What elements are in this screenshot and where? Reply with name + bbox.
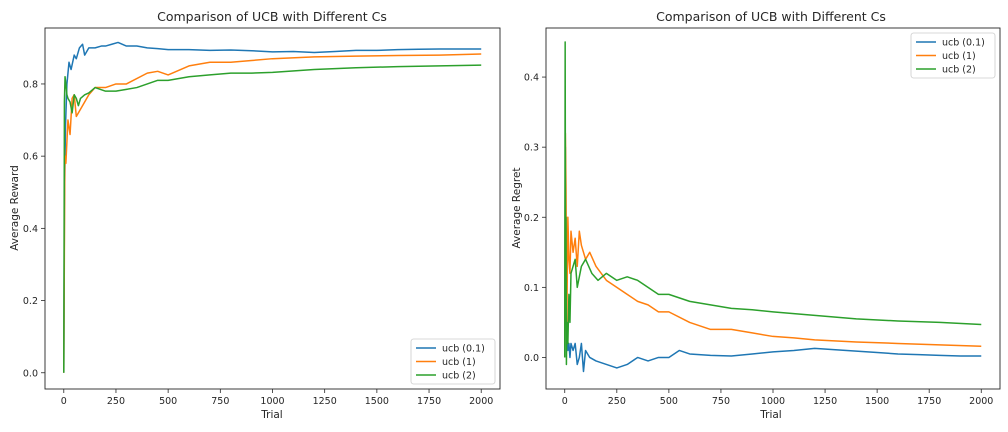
legend-label: ucb (0.1): [442, 344, 485, 355]
y-tick-label: 0.8: [23, 79, 38, 90]
x-tick-label: 0: [562, 396, 568, 407]
y-tick-label: 0.0: [524, 353, 539, 364]
x-tick-label: 250: [608, 396, 626, 407]
chart-title: Comparison of UCB with Different Cs: [656, 9, 886, 24]
series-line-1: [63, 53, 482, 373]
legend: ucb (0.1) ucb (1) ucb (2): [910, 32, 996, 79]
chart-title: Comparison of UCB with Different Cs: [157, 9, 387, 24]
series-line-1: [563, 132, 982, 358]
y-tick-label: 0.2: [23, 296, 38, 307]
x-tick-label: 750: [712, 396, 730, 407]
x-tick-label: 0: [61, 396, 67, 407]
plot-frame: [44, 27, 501, 390]
x-tick-label: 2000: [469, 396, 493, 407]
y-axis-label: Average Reward: [9, 165, 21, 251]
reward-chart: Comparison of UCB with Different Cs 0 250…: [9, 9, 501, 421]
x-tick-label: 1750: [917, 396, 941, 407]
plot-frame: [545, 27, 1001, 390]
y-tick-label: 0.1: [524, 283, 539, 294]
y-tick-label: 0.4: [524, 73, 539, 84]
x-tick-label: 1250: [313, 396, 337, 407]
y-tick-label: 0.0: [23, 368, 38, 379]
legend-label: ucb (2): [942, 65, 976, 76]
series-line-2: [563, 41, 982, 366]
series-line-0: [63, 41, 482, 373]
x-tick-label: 2000: [969, 396, 993, 407]
legend-label: ucb (1): [442, 357, 476, 368]
legend: ucb (0.1) ucb (1) ucb (2): [410, 338, 496, 385]
y-tick-label: 0.2: [524, 213, 539, 224]
y-tick-label: 0.4: [23, 224, 38, 235]
x-tick-label: 1250: [813, 396, 837, 407]
x-tick-label: 1000: [260, 396, 284, 407]
x-tick-label: 500: [159, 396, 177, 407]
x-tick-label: 1750: [417, 396, 441, 407]
regret-chart: Comparison of UCB with Different Cs 0 250…: [511, 9, 1001, 421]
x-tick-label: 1000: [761, 396, 785, 407]
y-axis-label: Average Regret: [511, 167, 523, 248]
legend-box: [910, 32, 996, 79]
x-axis-label: Trial: [759, 409, 781, 421]
y-tick-label: 0.6: [23, 152, 38, 163]
legend-label: ucb (0.1): [942, 38, 985, 49]
legend-box: [410, 338, 496, 385]
series-line-2: [63, 64, 482, 373]
x-tick-label: 500: [660, 396, 678, 407]
x-axis-label: Trial: [260, 409, 282, 421]
x-tick-label: 250: [107, 396, 125, 407]
legend-label: ucb (1): [942, 51, 976, 62]
series-line-0: [563, 146, 982, 373]
y-tick-label: 0.3: [524, 143, 539, 154]
x-tick-label: 750: [211, 396, 229, 407]
x-tick-label: 1500: [365, 396, 389, 407]
legend-label: ucb (2): [442, 371, 476, 382]
x-tick-label: 1500: [865, 396, 889, 407]
